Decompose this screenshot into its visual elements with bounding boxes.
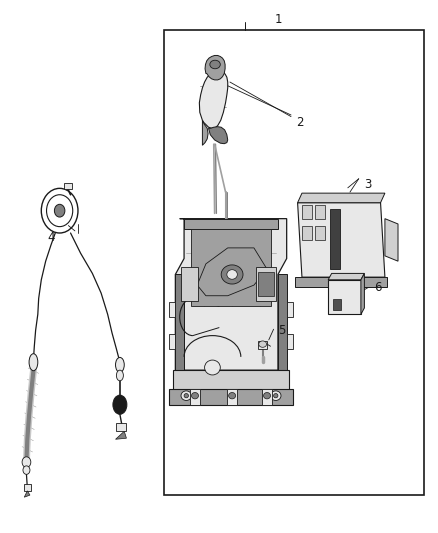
Ellipse shape bbox=[117, 370, 124, 381]
Bar bbox=[116, 423, 127, 431]
Polygon shape bbox=[385, 219, 398, 261]
Bar bbox=[328, 280, 361, 314]
Polygon shape bbox=[24, 491, 30, 497]
Ellipse shape bbox=[116, 358, 124, 372]
Polygon shape bbox=[328, 273, 364, 280]
Ellipse shape bbox=[271, 391, 281, 400]
Text: 6: 6 bbox=[374, 281, 382, 294]
Bar bbox=[315, 226, 325, 240]
Polygon shape bbox=[116, 431, 127, 439]
Polygon shape bbox=[173, 370, 289, 402]
Bar bbox=[64, 183, 72, 189]
Polygon shape bbox=[184, 219, 278, 229]
Bar bbox=[24, 484, 31, 491]
Bar bbox=[169, 302, 175, 317]
Bar bbox=[333, 300, 341, 310]
Ellipse shape bbox=[54, 204, 65, 217]
Bar bbox=[302, 205, 311, 219]
Ellipse shape bbox=[191, 392, 198, 399]
Polygon shape bbox=[330, 209, 340, 269]
Bar bbox=[169, 334, 175, 349]
Bar bbox=[315, 205, 325, 219]
Ellipse shape bbox=[184, 393, 188, 398]
Polygon shape bbox=[199, 71, 228, 128]
Polygon shape bbox=[205, 55, 225, 80]
Polygon shape bbox=[175, 219, 287, 370]
Ellipse shape bbox=[23, 466, 30, 474]
Bar bbox=[164, 30, 424, 495]
Ellipse shape bbox=[274, 393, 278, 398]
Ellipse shape bbox=[113, 395, 127, 414]
Bar bbox=[256, 266, 276, 301]
Text: 3: 3 bbox=[364, 177, 371, 191]
Polygon shape bbox=[197, 248, 267, 296]
Ellipse shape bbox=[22, 457, 31, 467]
Bar bbox=[302, 226, 311, 240]
Polygon shape bbox=[297, 193, 385, 203]
Ellipse shape bbox=[227, 270, 237, 279]
Text: 1: 1 bbox=[274, 13, 282, 26]
Polygon shape bbox=[295, 277, 387, 287]
Bar bbox=[258, 272, 274, 296]
Ellipse shape bbox=[205, 360, 220, 375]
Text: 4: 4 bbox=[47, 231, 55, 244]
Bar bbox=[287, 334, 293, 349]
Bar bbox=[262, 389, 272, 405]
Polygon shape bbox=[175, 274, 184, 370]
Polygon shape bbox=[297, 203, 385, 277]
Polygon shape bbox=[208, 127, 228, 144]
Bar bbox=[287, 302, 293, 317]
Bar bbox=[180, 266, 198, 301]
Ellipse shape bbox=[229, 392, 236, 399]
Polygon shape bbox=[169, 389, 293, 405]
Polygon shape bbox=[361, 273, 364, 314]
Text: 5: 5 bbox=[279, 324, 286, 337]
Ellipse shape bbox=[259, 341, 267, 348]
Polygon shape bbox=[278, 274, 287, 370]
Text: 2: 2 bbox=[296, 117, 304, 130]
Ellipse shape bbox=[221, 265, 243, 284]
Polygon shape bbox=[202, 120, 208, 146]
Ellipse shape bbox=[210, 60, 220, 69]
Ellipse shape bbox=[29, 354, 38, 370]
Polygon shape bbox=[258, 341, 267, 350]
Bar bbox=[190, 389, 200, 405]
Ellipse shape bbox=[181, 391, 191, 400]
Ellipse shape bbox=[264, 392, 271, 399]
Polygon shape bbox=[191, 229, 272, 306]
Bar bbox=[227, 389, 237, 405]
